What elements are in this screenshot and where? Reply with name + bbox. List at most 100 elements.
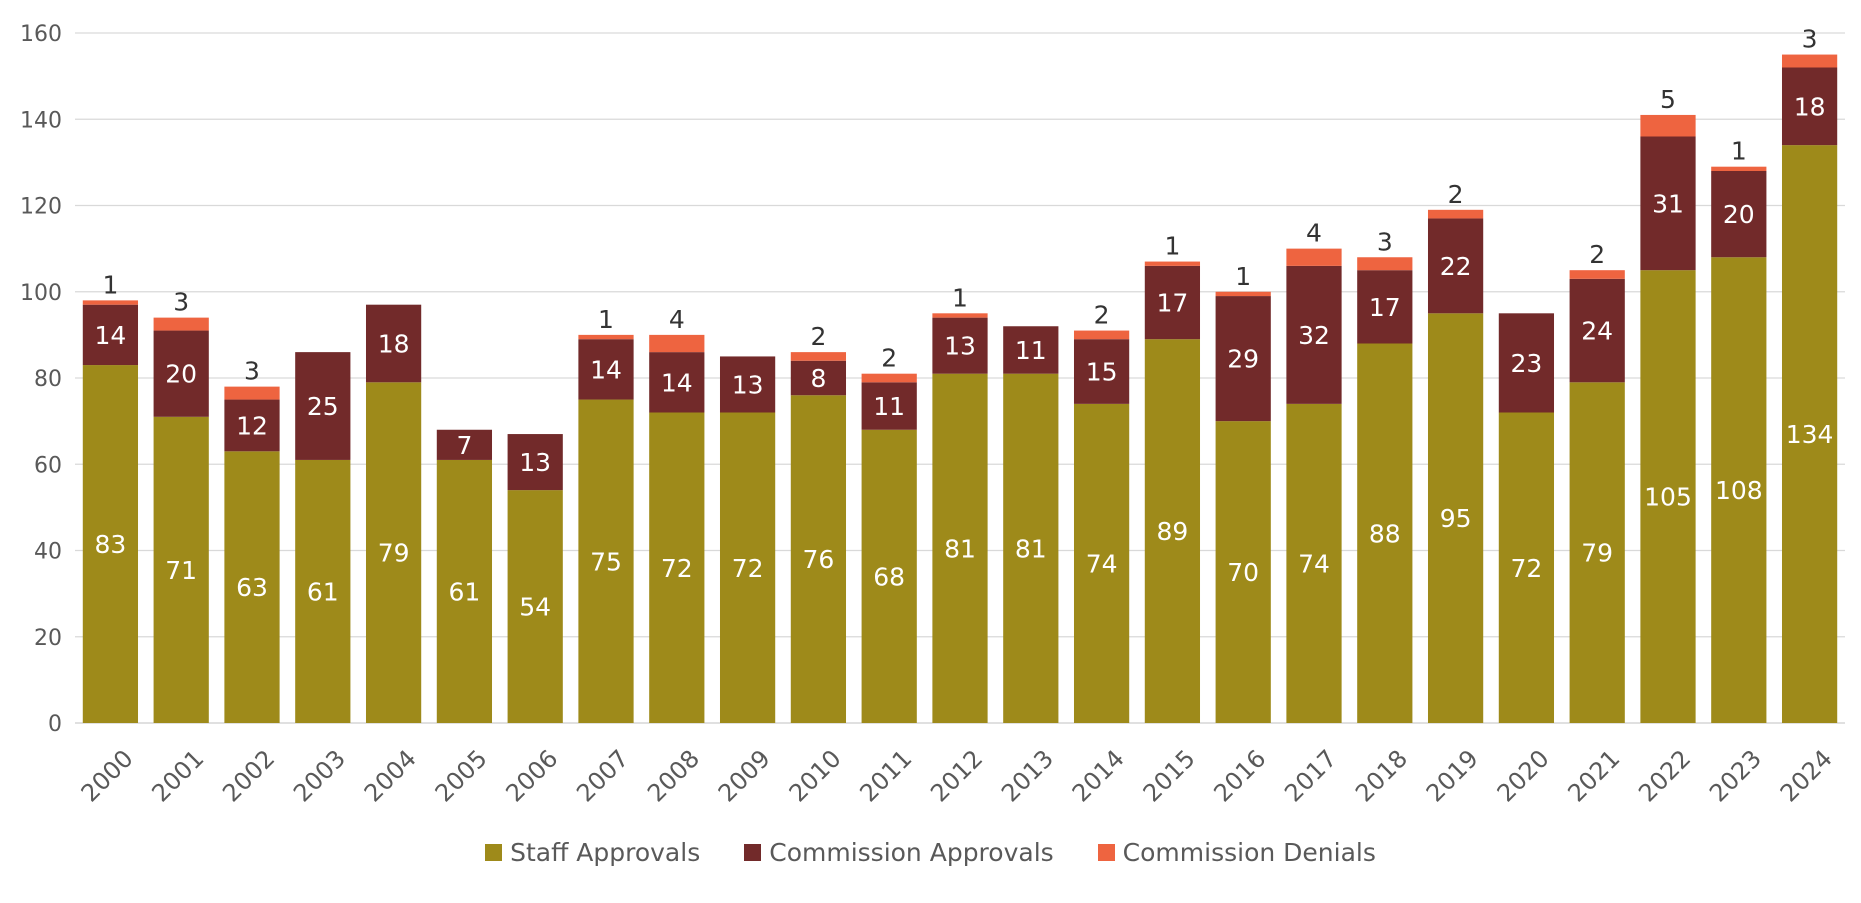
legend: Staff Approvals Commission Approvals Com… — [0, 838, 1861, 867]
data-label: 2 — [1589, 240, 1605, 269]
bar-segment — [365, 382, 422, 723]
bar-segment — [1357, 270, 1413, 344]
bar-segment — [224, 451, 280, 723]
x-tick-label: 2024 — [1775, 744, 1838, 807]
data-label: 5 — [1660, 85, 1676, 114]
data-label: 72 — [661, 554, 693, 583]
data-label: 1 — [102, 270, 118, 299]
data-label: 88 — [1369, 519, 1401, 548]
data-label: 12 — [236, 411, 268, 440]
bar-segment — [1427, 218, 1484, 314]
x-tick-label: 2002 — [217, 744, 280, 807]
bar-segment — [1640, 136, 1696, 271]
data-label: 3 — [244, 357, 260, 386]
data-label: 2 — [881, 344, 897, 373]
y-tick-label: 120 — [20, 195, 62, 220]
bar-segment — [1427, 313, 1484, 723]
data-label: 89 — [1156, 517, 1188, 546]
bar-segment — [1498, 412, 1555, 723]
x-tick-label: 2022 — [1633, 744, 1696, 807]
data-label: 105 — [1644, 483, 1692, 512]
legend-item-commission-approvals: Commission Approvals — [744, 838, 1054, 867]
data-label: 95 — [1440, 504, 1472, 533]
data-label: 14 — [590, 355, 622, 384]
bar-segment — [365, 304, 422, 383]
data-label: 54 — [519, 593, 551, 622]
x-tick-label: 2000 — [76, 744, 139, 807]
data-label: 1 — [952, 283, 968, 312]
bar-segment — [1144, 261, 1201, 266]
legend-label-staff-approvals: Staff Approvals — [510, 838, 701, 867]
bar-segment — [1640, 114, 1696, 137]
bars — [82, 54, 1838, 723]
data-label: 18 — [1794, 92, 1826, 121]
x-tick-label: 2007 — [571, 744, 634, 807]
data-label: 14 — [661, 368, 693, 397]
data-label: 13 — [944, 332, 976, 361]
data-label: 22 — [1440, 252, 1472, 281]
y-tick-label: 60 — [34, 453, 62, 478]
y-tick-label: 20 — [34, 626, 62, 651]
x-tick-label: 2005 — [430, 744, 493, 807]
bar-segment — [649, 352, 705, 413]
data-label: 31 — [1652, 189, 1684, 218]
bar-segment — [1569, 270, 1625, 279]
data-label: 72 — [732, 554, 764, 583]
bar-segment — [1711, 171, 1767, 258]
bar-segment — [1215, 296, 1271, 422]
data-label: 68 — [873, 562, 905, 591]
bar-segment — [578, 334, 634, 340]
x-tick-label: 2023 — [1704, 744, 1767, 807]
y-tick-label: 80 — [34, 367, 62, 392]
x-tick-label: 2016 — [1208, 744, 1271, 807]
data-label: 2 — [1448, 180, 1464, 209]
data-label: 25 — [307, 392, 339, 421]
bar-segment — [507, 490, 563, 723]
bar-segment — [790, 352, 847, 361]
bar-segment — [82, 304, 139, 366]
legend-swatch-commission-denials — [1097, 844, 1115, 861]
bar-segment — [861, 382, 917, 430]
bar-segment — [719, 412, 776, 723]
bar-segment — [1286, 403, 1342, 723]
data-label: 1 — [598, 305, 614, 334]
bar-segment — [1427, 209, 1484, 219]
data-label: 11 — [1015, 336, 1047, 365]
data-label: 61 — [307, 577, 339, 606]
data-label: 17 — [1369, 293, 1401, 322]
x-tick-label: 2017 — [1279, 744, 1342, 807]
legend-item-staff-approvals: Staff Approvals — [485, 838, 700, 867]
x-tick-label: 2006 — [500, 744, 563, 807]
bar-segment — [1003, 326, 1059, 374]
bar-segment — [153, 330, 209, 417]
data-label: 18 — [378, 330, 410, 359]
bar-segment — [82, 365, 139, 723]
data-label: 83 — [94, 530, 126, 559]
y-tick-label: 140 — [20, 108, 62, 133]
data-label: 24 — [1581, 317, 1613, 346]
data-label: 13 — [519, 448, 551, 477]
bar-segment — [436, 459, 493, 723]
legend-swatch-staff-approvals — [485, 844, 503, 861]
data-label: 72 — [1510, 554, 1542, 583]
data-label: 1 — [1235, 262, 1251, 291]
data-label: 1 — [1164, 232, 1180, 261]
data-label: 15 — [1086, 358, 1118, 387]
bar-segment — [1781, 145, 1838, 723]
y-tick-label: 40 — [34, 540, 62, 565]
data-label: 79 — [378, 539, 410, 568]
x-tick-label: 2014 — [1067, 744, 1130, 807]
bar-segment — [153, 416, 209, 723]
data-label: 74 — [1086, 549, 1118, 578]
legend-item-commission-denials: Commission Denials — [1097, 838, 1376, 867]
legend-label-commission-denials: Commission Denials — [1122, 838, 1376, 867]
data-label: 61 — [448, 577, 480, 606]
data-label: 2 — [1094, 301, 1110, 330]
data-label: 4 — [669, 305, 685, 334]
bar-segment — [1781, 54, 1838, 68]
data-label: 81 — [1015, 534, 1047, 563]
data-label: 63 — [236, 573, 268, 602]
bar-segment — [224, 399, 280, 452]
bar-segment — [1569, 382, 1625, 723]
